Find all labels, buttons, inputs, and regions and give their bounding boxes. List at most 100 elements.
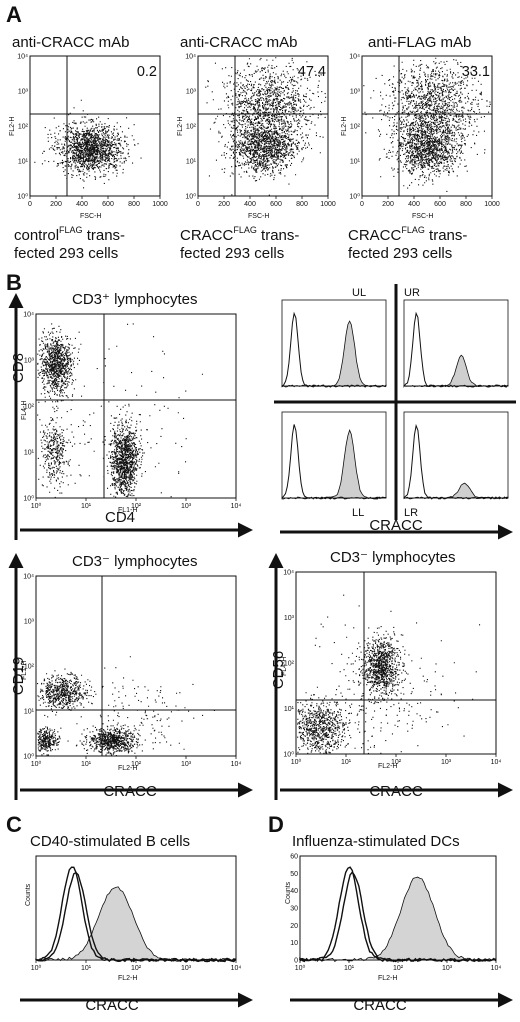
panel-a-xtick: 0 [196,201,200,208]
panel-b-cd19-plot: CD3⁻ lymphocytes CD19 CRACC FL1-H FL2-H … [8,553,253,800]
panel-b-cd56-ytick: 10¹ [284,706,295,713]
panel-b-cd19-ytick: 10² [24,664,35,671]
panel-a-xtick: 0 [28,201,32,208]
panel-a-xtick: 1000 [320,201,336,208]
panel-a-plot-flag: anti-FLAG mAb 33.1 FL2-H FSC-H CRACCFLAG… [341,34,500,262]
panel-b-cd8-ytick: 10² [24,404,35,411]
panel-a-plot-1-caption-2: fected 293 cells [14,245,118,262]
panel-c-control-histogram [35,871,237,963]
panel-b-cd56-title: CD3⁻ lymphocytes [330,549,455,566]
panel-a-ytick: 10¹ [18,159,29,166]
panel-b-cd56-ytick: 10³ [284,615,295,622]
panel-b-cd19-cracc-label: CRACC [103,783,157,800]
panel-d-ytick: 20 [290,923,298,930]
panel-a-plot-1-ylabel: FL2-H [9,117,16,136]
panel-a-ytick: 10⁰ [349,193,360,201]
panel-b-cd56-xtick: 10¹ [341,759,352,766]
histogram-ul [281,299,387,388]
quadrant-label-lr: LR [404,507,418,519]
panel-b-cd19-ytick: 10¹ [24,709,35,716]
panel-b-cd19-ytick: 10⁰ [23,753,34,761]
panel-a-xtick: 400 [408,201,420,208]
panel-a-xtick: 400 [76,201,88,208]
panel-d-title: Influenza-stimulated DCs [292,833,460,850]
panel-c-histogram: CD40-stimulated B cells Counts FL2-H CRA… [20,833,253,1014]
panel-a-ytick: 10⁴ [17,54,28,61]
histogram-ll [281,411,387,500]
panel-label-d: D [268,812,284,837]
panel-d-ytick: 30 [290,906,298,913]
panel-d-ytick: 50 [290,871,298,878]
panel-b-cd19-xtick: 10⁰ [31,760,42,768]
panel-a-ytick: 10² [350,124,361,131]
panel-d-xtick: 10⁴ [491,965,502,972]
panel-b-cd4-cd8-plot: CD3⁺ lymphocytes CD8 CD4 FL4-H FL1-H 10⁰… [8,291,253,540]
panel-d-ytick: 10 [290,940,298,947]
panel-c-ylabel: Counts [25,883,32,906]
panel-c-title: CD40-stimulated B cells [30,833,190,850]
panel-a-plot-1-value: 0.2 [137,64,157,80]
panel-b-cd4-axis-label: CD4 [105,509,135,526]
panel-a-ytick: 10⁰ [17,193,28,201]
panel-a-plot-2-title: anti-CRACC mAb [180,34,298,51]
panel-b-cd19-xtick: 10² [131,761,142,768]
panel-b-cd19-frame [35,575,237,757]
panel-d-control-histogram [299,871,497,963]
low-left-cloud [297,692,362,755]
panel-c-cracc-label: CRACC [85,997,139,1014]
panel-a-xtick: 600 [270,201,282,208]
quadrant-label-ll: LL [352,507,364,519]
panel-a-plot-3-value: 33.1 [462,64,490,80]
panel-c-xtick: 10¹ [81,965,92,972]
panel-a-plot-3-title: anti-FLAG mAb [368,34,471,51]
panel-a-ytick: 10³ [350,89,361,96]
panel-a-plot-2-caption-2: fected 293 cells [180,245,284,262]
panel-label-a: A [6,2,22,27]
panel-b-cd8-axis-label: CD8 [10,353,27,383]
panel-a-xtick: 0 [360,201,364,208]
panel-label-c: C [6,812,22,837]
panel-b-cd8-ytick: 10⁰ [23,495,34,503]
panel-a-plot-1-frame [29,55,161,197]
panel-b-cd4-xtick: 10⁴ [231,503,242,510]
panel-a-plot-3-frame [361,55,493,197]
panel-a-ytick: 10¹ [350,159,361,166]
panel-a-ytick: 10¹ [186,159,197,166]
panel-a-plot-2-value: 47.4 [298,64,326,80]
panel-a-ytick: 10⁰ [185,193,196,201]
panel-a-plot-2-ylabel: FL2-H [177,117,184,136]
cd56-positive-cloud [351,626,411,728]
panel-b-cd19-xtick: 10³ [181,761,192,768]
panel-b-cd56-cracc-label: CRACC [369,783,423,800]
double-negative-cloud [37,395,86,498]
panel-b-cd4-xtick: 10² [131,503,142,510]
panel-a-xtick: 200 [50,201,62,208]
panel-d-ytick: 0 [294,958,298,965]
panel-a-plot-2-caption-1: CRACCFLAG trans- [180,225,299,244]
panel-d-xtick: 10² [393,965,404,972]
panel-c-xtick: 10² [131,965,142,972]
panel-b-cd56-plot: CD3⁻ lymphocytes CD56 CRACC FL4-H FL2-H … [268,549,513,800]
panel-a-plot-3-caption-2: fected 293 cells [348,245,452,262]
panel-a-plot-control: anti-CRACC mAb 0.2 FL2-H FSC-H controlFL… [9,34,168,262]
panel-b-cd19-ytick: 10³ [24,619,35,626]
panel-b-cd8-ytick: 10¹ [24,450,35,457]
quadrant-label-ul: UL [352,287,366,299]
histogram-ur [403,299,509,388]
panel-a-xtick: 800 [128,201,140,208]
panel-b-cd19-xlabel: FL2-H [118,765,137,772]
panel-b-cd4-xtick: 10⁰ [31,502,42,510]
panel-a-plot-1-caption-1: controlFLAG trans- [14,225,125,244]
panel-b-cd56-xtick: 10⁰ [291,758,302,766]
panel-b-cd56-ytick: 10⁰ [283,751,294,759]
panel-b-cd56-xtick: 10³ [441,759,452,766]
panel-d-xlabel: FL2-H [378,975,397,982]
panel-b-cd19-title: CD3⁻ lymphocytes [72,553,197,570]
panel-c-xtick: 10³ [181,965,192,972]
panel-a-ytick: 10⁴ [185,54,196,61]
panel-a-xtick: 600 [434,201,446,208]
panel-c-stained-histogram [35,886,237,962]
panel-b-cd56-ylabel: FL4-H [281,657,288,676]
panel-a-event-cloud-high [363,57,491,178]
